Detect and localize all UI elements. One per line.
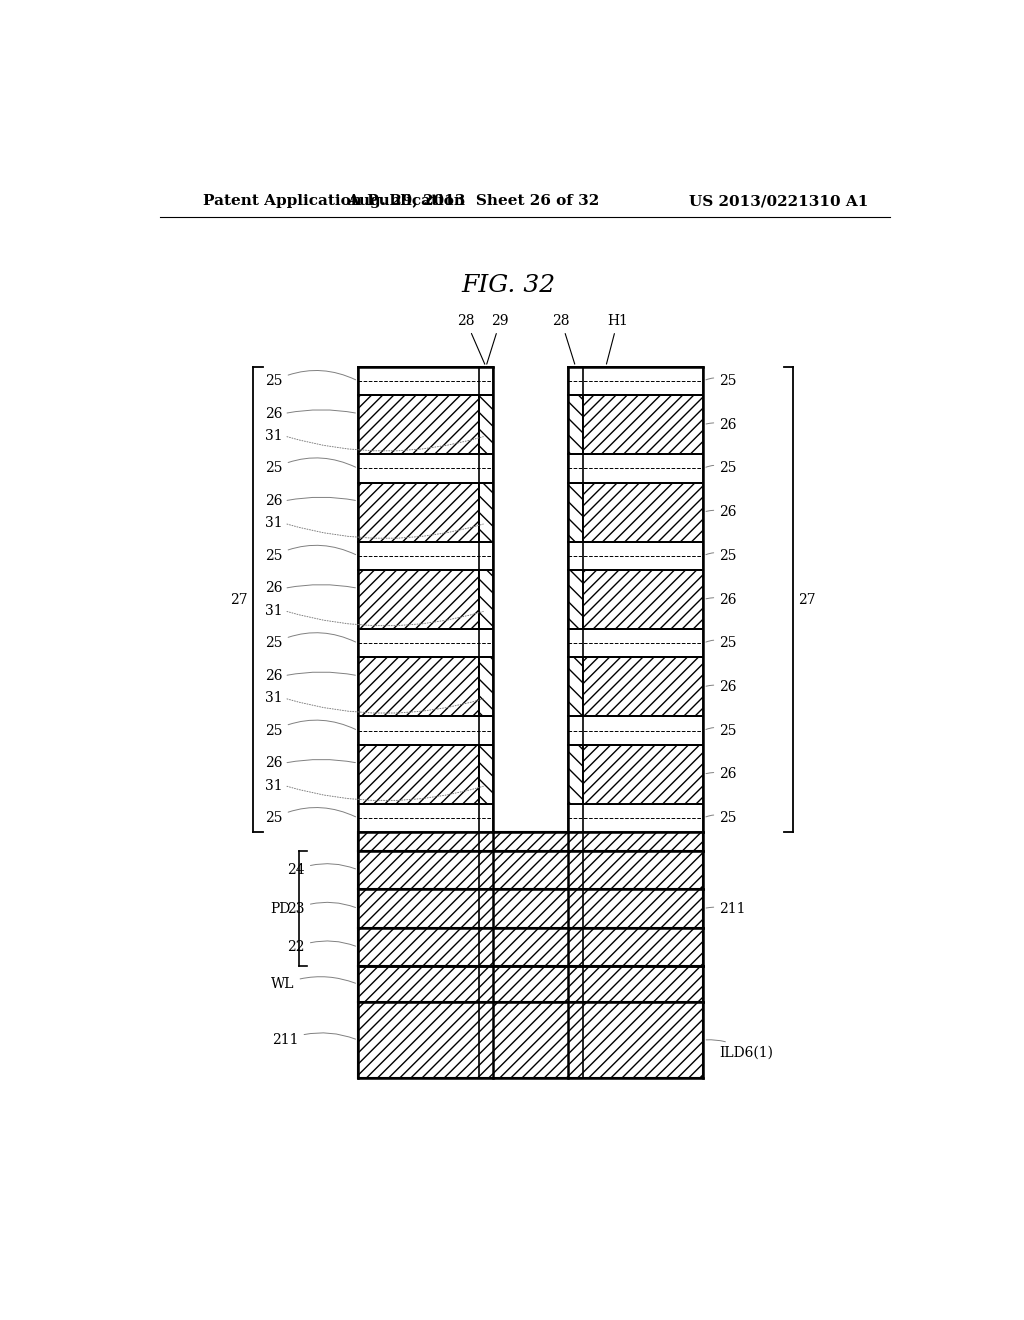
Bar <box>358 966 703 1002</box>
Bar <box>568 454 703 483</box>
Bar <box>568 570 583 630</box>
Text: 27: 27 <box>799 593 816 606</box>
Bar <box>358 657 479 717</box>
Bar <box>479 657 494 717</box>
Bar <box>583 744 703 804</box>
Bar <box>358 850 703 890</box>
Text: 22: 22 <box>288 940 355 954</box>
Text: 31: 31 <box>265 603 283 618</box>
Bar <box>568 717 703 744</box>
Text: 29: 29 <box>486 314 509 364</box>
Bar <box>479 570 494 630</box>
Bar <box>358 367 494 395</box>
Text: 25: 25 <box>706 549 736 562</box>
Text: 31: 31 <box>265 692 283 705</box>
Bar <box>568 630 703 657</box>
Text: 25: 25 <box>706 723 736 738</box>
Text: 26: 26 <box>265 494 283 508</box>
Text: 28: 28 <box>553 314 574 364</box>
Bar <box>358 717 494 744</box>
Bar <box>583 395 703 454</box>
Text: 25: 25 <box>265 721 355 738</box>
Bar <box>583 483 703 541</box>
Text: 26: 26 <box>706 680 736 694</box>
Text: 25: 25 <box>265 371 355 388</box>
Bar <box>494 367 568 833</box>
Bar <box>358 744 479 804</box>
Bar <box>358 630 494 657</box>
Bar <box>479 483 494 541</box>
Text: PD: PD <box>270 902 291 916</box>
Text: 31: 31 <box>265 779 283 792</box>
Text: Aug. 29, 2013  Sheet 26 of 32: Aug. 29, 2013 Sheet 26 of 32 <box>347 194 599 209</box>
Bar <box>568 541 703 570</box>
Bar <box>568 483 583 541</box>
Text: 28: 28 <box>458 314 484 364</box>
Text: 26: 26 <box>706 506 736 519</box>
Bar <box>358 541 494 570</box>
Bar <box>568 804 703 833</box>
Text: 25: 25 <box>265 458 355 475</box>
Bar <box>358 833 703 850</box>
Text: FIG. 32: FIG. 32 <box>462 275 556 297</box>
Text: 211: 211 <box>707 902 745 916</box>
Bar <box>358 570 479 630</box>
Text: 26: 26 <box>706 767 736 781</box>
Bar <box>358 804 494 833</box>
Bar <box>568 744 583 804</box>
Text: 26: 26 <box>265 669 283 682</box>
Text: 27: 27 <box>230 593 248 606</box>
Text: WL: WL <box>271 977 355 991</box>
Text: 25: 25 <box>706 636 736 651</box>
Bar <box>479 395 494 454</box>
Text: 26: 26 <box>706 417 736 432</box>
Bar <box>479 744 494 804</box>
Text: 25: 25 <box>706 374 736 388</box>
Text: 31: 31 <box>265 516 283 531</box>
Text: 26: 26 <box>265 756 283 770</box>
Bar <box>568 657 583 717</box>
Text: 26: 26 <box>706 593 736 606</box>
Text: 26: 26 <box>265 407 283 421</box>
Text: Patent Application Publication: Patent Application Publication <box>204 194 465 209</box>
Bar <box>568 395 583 454</box>
Text: 25: 25 <box>706 810 736 825</box>
Bar <box>583 657 703 717</box>
Text: ILD6(1): ILD6(1) <box>707 1040 773 1060</box>
Bar <box>568 367 703 395</box>
Bar <box>358 395 479 454</box>
Text: 25: 25 <box>265 545 355 562</box>
Text: H1: H1 <box>606 314 628 364</box>
Text: 26: 26 <box>265 581 283 595</box>
Text: 211: 211 <box>272 1032 355 1047</box>
Bar <box>358 454 494 483</box>
Bar <box>358 890 703 928</box>
Text: 25: 25 <box>265 632 355 651</box>
Text: 24: 24 <box>288 863 355 876</box>
Bar <box>358 928 703 966</box>
Text: 25: 25 <box>706 462 736 475</box>
Bar <box>583 570 703 630</box>
Text: 31: 31 <box>265 429 283 444</box>
Bar <box>358 1002 703 1078</box>
Text: 25: 25 <box>265 808 355 825</box>
Bar <box>358 483 479 541</box>
Text: US 2013/0221310 A1: US 2013/0221310 A1 <box>689 194 868 209</box>
Text: 23: 23 <box>288 902 355 916</box>
